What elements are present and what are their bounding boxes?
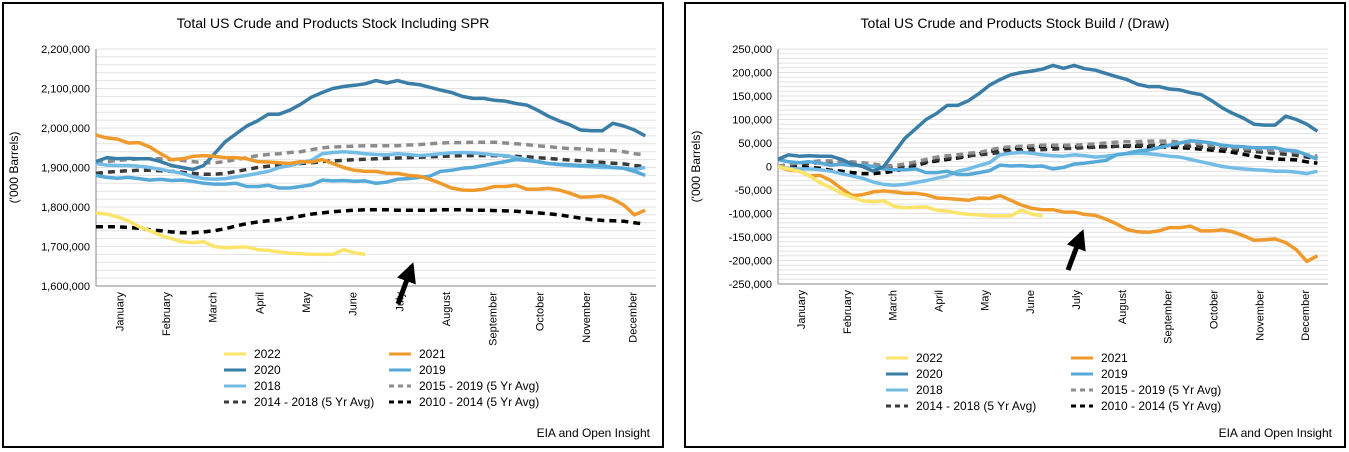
x-tick-label: August (441, 292, 453, 326)
x-tick-label: April (254, 292, 266, 314)
legend-label: 2019 (1101, 367, 1128, 381)
y-tick-label: -200,000 (729, 256, 772, 268)
legend-label: 2018 (254, 379, 281, 393)
y-tick-label: 2,200,000 (41, 44, 90, 56)
chart-title: Total US Crude and Products Stock Build … (860, 15, 1170, 31)
y-tick-label: 200,000 (732, 68, 772, 80)
legend-label: 2022 (254, 347, 281, 361)
build-draw-chart-svg: -250,000 -200,000 -150,000 -100,000 -50,000 0… (689, 44, 1328, 413)
legend-label: 2018 (916, 383, 943, 397)
legend-label: 2021 (419, 347, 446, 361)
series-line-avg1519 (95, 140, 646, 166)
source-credit: EIA and Open Insight (1218, 426, 1332, 440)
x-tick-label: January (796, 290, 808, 330)
x-tick-label: February (842, 290, 854, 335)
series-line-avg1014 (778, 144, 1318, 176)
legend-label: 2021 (1101, 351, 1128, 365)
x-tick-label: April (933, 290, 945, 312)
y-tick-label: 1,600,000 (41, 281, 90, 293)
y-tick-label: 100,000 (732, 115, 772, 127)
legend-label: 2010 - 2014 (5 Yr Avg) (1101, 399, 1221, 413)
source-credit: EIA and Open Insight (536, 426, 650, 440)
y-tick-label: -150,000 (729, 232, 772, 244)
y-tick-label: 250,000 (732, 44, 772, 56)
annotation-arrow-head (397, 262, 416, 285)
series-line-2021 (95, 133, 646, 217)
stock-chart-panel: Total US Crude and Products Stock Includ… (2, 2, 664, 448)
legend-label: 2014 - 2018 (5 Yr Avg) (254, 395, 374, 409)
stock-chart-svg: 1,600,000 1,700,000 1,800,000 1,900,000 2,00… (7, 44, 656, 409)
legend-label: 2010 - 2014 (5 Yr Avg) (419, 395, 539, 409)
series-line-2020 (95, 78, 647, 172)
y-tick-label: 50,000 (738, 138, 772, 150)
x-tick-label: June (348, 292, 360, 316)
y-axis-label: ('000 Barrels) (7, 132, 21, 204)
legend-label: 2019 (419, 363, 446, 377)
x-tick-label: January (114, 292, 126, 332)
x-tick-label: May (979, 290, 991, 311)
x-tick-label: May (301, 292, 313, 313)
build-draw-chart-panel: Total US Crude and Products Stock Build … (684, 2, 1346, 448)
y-tick-label: 2,000,000 (41, 123, 90, 135)
x-tick-label: November (1254, 290, 1266, 341)
x-tick-label: February (161, 292, 173, 337)
x-tick-label: March (888, 290, 900, 321)
chart-title: Total US Crude and Products Stock Includ… (176, 15, 490, 31)
legend-label: 2015 - 2019 (5 Yr Avg) (1101, 383, 1221, 397)
y-tick-label: 150,000 (732, 91, 772, 103)
series-line-2022 (777, 164, 1043, 218)
annotation-arrow-head (1066, 229, 1086, 252)
x-tick-label: November (581, 292, 593, 343)
y-tick-label: -50,000 (735, 185, 772, 197)
legend-label: 2020 (254, 363, 281, 377)
x-tick-label: December (628, 292, 640, 343)
y-tick-label: 1,700,000 (41, 242, 90, 254)
series-line-2020 (777, 63, 1319, 173)
y-tick-label: -100,000 (729, 209, 772, 221)
y-tick-label: 0 (766, 162, 772, 174)
x-tick-label: December (1300, 290, 1312, 341)
legend-label: 2015 - 2019 (5 Yr Avg) (419, 379, 539, 393)
y-tick-label: -250,000 (729, 279, 772, 291)
y-tick-label: 2,100,000 (41, 84, 90, 96)
x-tick-label: July (1071, 290, 1083, 310)
y-tick-label: 1,800,000 (41, 202, 90, 214)
series-line-avg1519 (777, 139, 1318, 169)
x-tick-label: October (1208, 290, 1220, 329)
x-tick-label: March (208, 292, 220, 323)
series-line-2021 (777, 164, 1319, 264)
x-tick-label: September (488, 292, 500, 346)
legend-label: 2022 (916, 351, 943, 365)
series-line-2019 (777, 138, 1319, 177)
series-line-2019 (95, 157, 646, 190)
y-tick-label: 1,900,000 (41, 163, 90, 175)
x-tick-label: August (1117, 290, 1129, 324)
x-tick-label: June (1025, 290, 1037, 314)
series-line-2022 (95, 211, 366, 257)
y-axis-label: ('000 Barrels) (689, 131, 703, 203)
series-line-avg1014 (96, 208, 646, 235)
x-tick-label: September (1163, 290, 1175, 344)
series-line-avg1418 (95, 153, 646, 176)
legend-label: 2020 (916, 367, 943, 381)
x-tick-label: October (534, 292, 546, 331)
series-line-2018 (777, 150, 1318, 188)
legend-label: 2014 - 2018 (5 Yr Avg) (916, 399, 1036, 413)
